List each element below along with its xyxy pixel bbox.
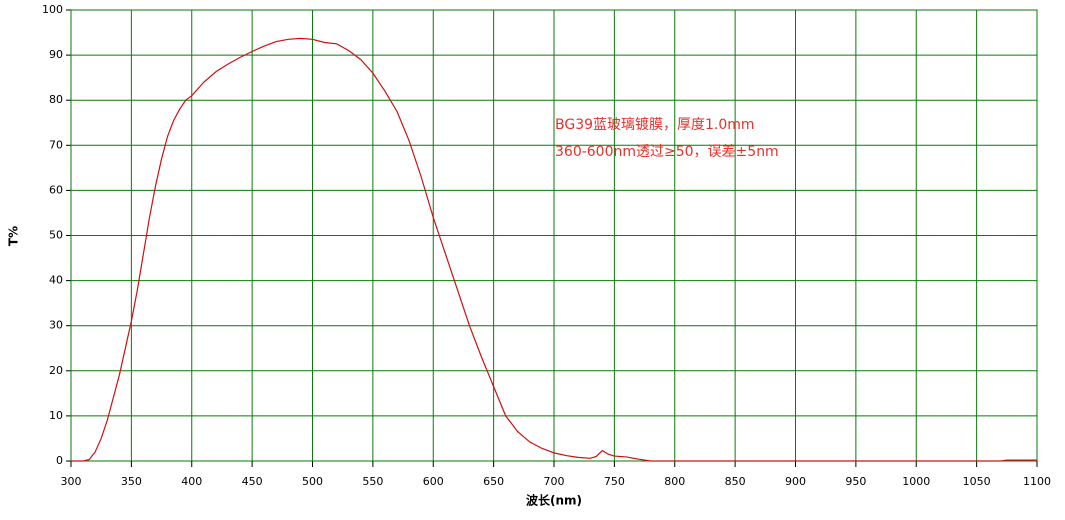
x-axis-title: 波长(nm) — [526, 493, 582, 508]
annotation: BG39蓝玻璃镀膜，厚度1.0mm — [555, 116, 755, 133]
y-tick-label: 100 — [42, 3, 63, 16]
annotation: 360-600nm透过≥50，误差±5nm — [555, 144, 779, 160]
x-tick-label: 1050 — [963, 475, 991, 488]
x-tick-label: 1000 — [902, 475, 930, 488]
y-tick-label: 40 — [49, 274, 63, 287]
y-tick-label: 80 — [49, 93, 63, 106]
y-tick-label: 60 — [49, 183, 63, 196]
data-line — [71, 37, 1037, 462]
y-tick-label: 20 — [49, 364, 63, 377]
y-tick-label: 0 — [56, 454, 63, 467]
y-tick-label: 30 — [49, 319, 63, 332]
x-tick-label: 800 — [664, 475, 685, 488]
y-tick-label: 10 — [49, 409, 63, 422]
y-tick-label: 90 — [49, 48, 63, 61]
x-tick-label: 450 — [242, 475, 263, 488]
x-tick-label: 400 — [181, 475, 202, 488]
x-tick-label: 700 — [544, 475, 565, 488]
y-tick-label: 50 — [49, 229, 63, 242]
x-tick-label: 1100 — [1023, 475, 1051, 488]
x-tick-label: 350 — [121, 475, 142, 488]
x-tick-label: 950 — [845, 475, 866, 488]
x-tick-label: 550 — [362, 475, 383, 488]
x-tick-label: 500 — [302, 475, 323, 488]
x-tick-label: 850 — [725, 475, 746, 488]
x-tick-label: 900 — [785, 475, 806, 488]
x-tick-label: 300 — [61, 475, 82, 488]
x-tick-label: 600 — [423, 475, 444, 488]
y-axis-title: T% — [7, 226, 21, 246]
x-tick-label: 750 — [604, 475, 625, 488]
x-tick-label: 650 — [483, 475, 504, 488]
y-tick-label: 70 — [49, 138, 63, 151]
